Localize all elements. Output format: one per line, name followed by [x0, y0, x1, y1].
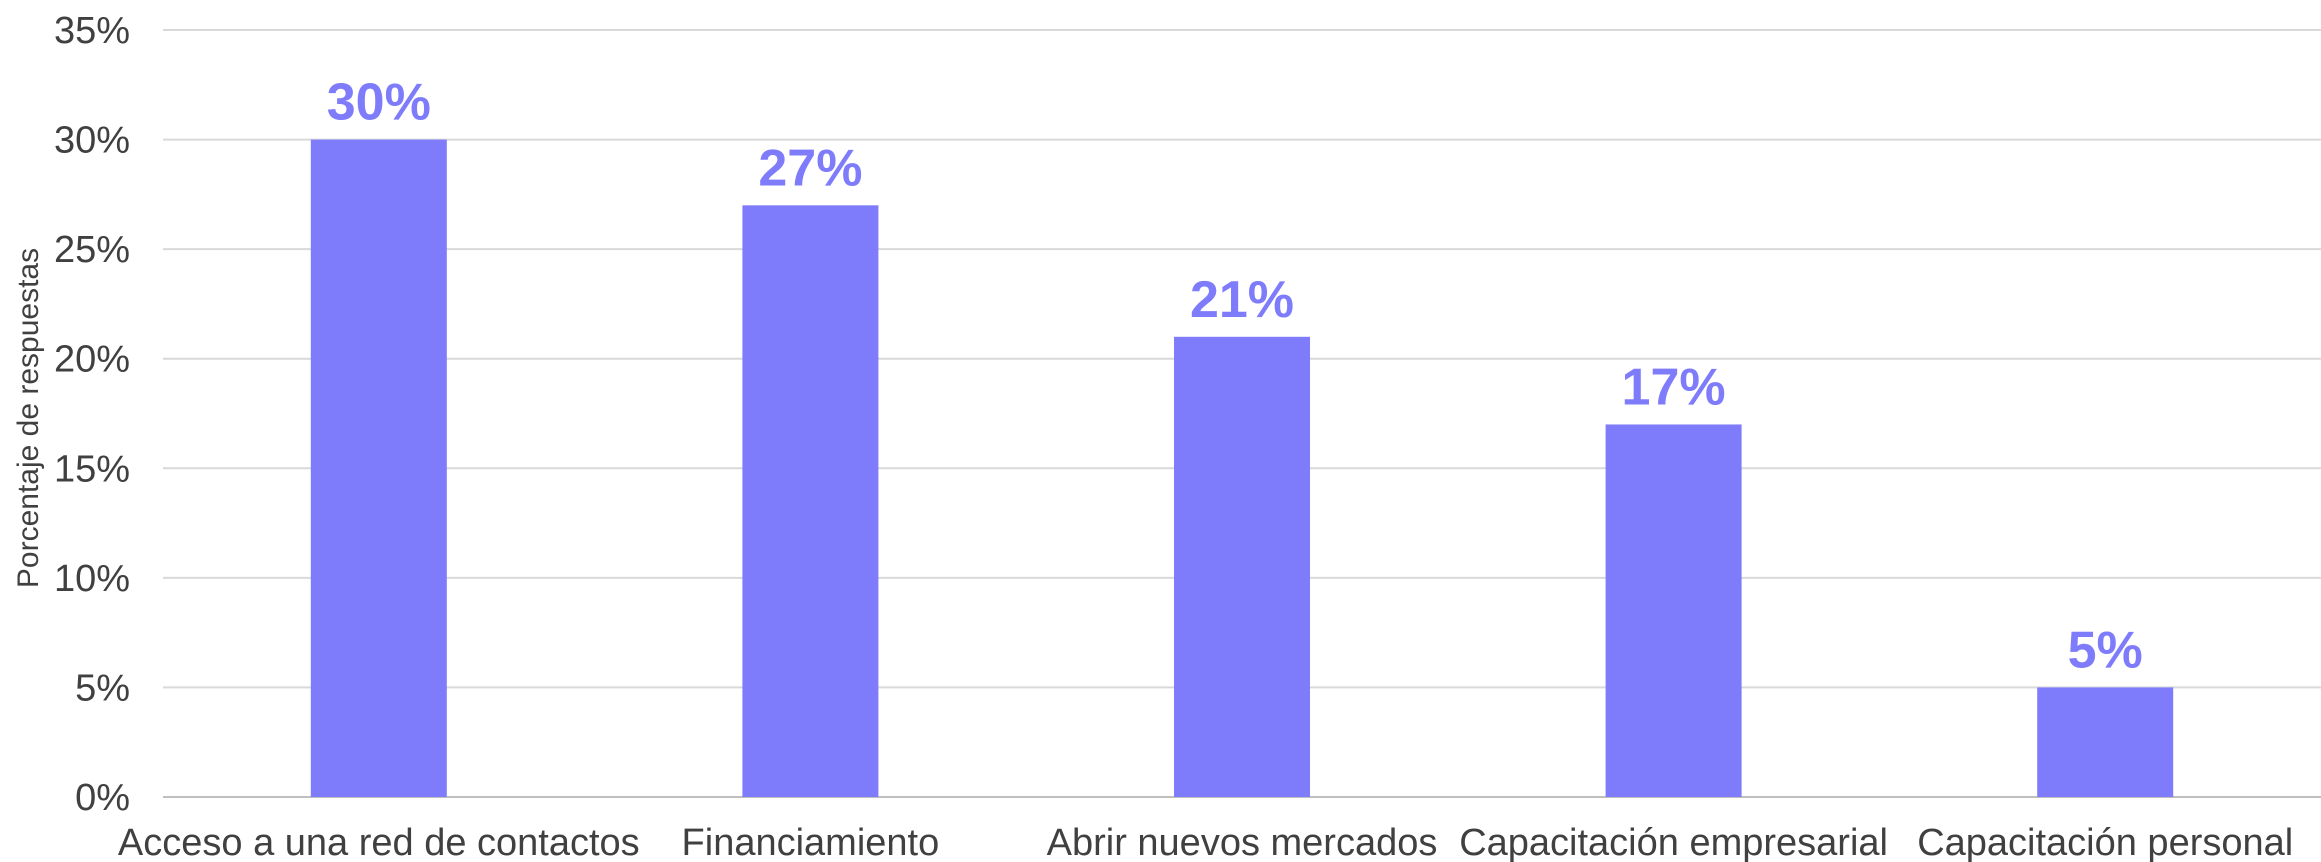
y-tick-label: 30% — [54, 120, 130, 162]
data-labels: 30% 27% 21% 17% 5% — [327, 74, 2143, 680]
y-tick-label: 25% — [54, 229, 130, 271]
y-tick-label: 15% — [54, 448, 130, 490]
x-category-label: Capacitación personal — [1917, 822, 2293, 862]
bar — [2037, 687, 2174, 797]
bar — [310, 139, 447, 798]
bars — [310, 139, 2174, 798]
x-category-label: Capacitación empresarial — [1459, 822, 1888, 862]
y-tick-label: 35% — [54, 10, 130, 52]
x-axis-categories: Acceso a una red de contactos Financiamie… — [118, 822, 2293, 862]
data-label: 30% — [327, 74, 431, 132]
y-tick-label: 20% — [54, 339, 130, 381]
y-tick-label: 0% — [75, 777, 130, 819]
y-axis-ticks: 0% 5% 10% 15% 20% 25% 30% 35% — [54, 10, 130, 819]
data-label: 21% — [1190, 271, 1294, 329]
data-label: 17% — [1622, 358, 1726, 416]
x-category-label: Financiamiento — [682, 822, 940, 862]
x-category-label: Acceso a una red de contactos — [118, 822, 640, 862]
data-label: 5% — [2068, 621, 2143, 679]
bar — [742, 205, 879, 798]
y-tick-label: 5% — [75, 667, 130, 709]
bar — [1605, 424, 1742, 797]
y-tick-label: 10% — [54, 558, 130, 600]
y-axis-title: Porcentaje de respuestas — [12, 248, 45, 588]
x-category-label: Abrir nuevos mercados — [1047, 822, 1438, 862]
bar — [1174, 336, 1310, 797]
data-label: 27% — [758, 139, 862, 197]
